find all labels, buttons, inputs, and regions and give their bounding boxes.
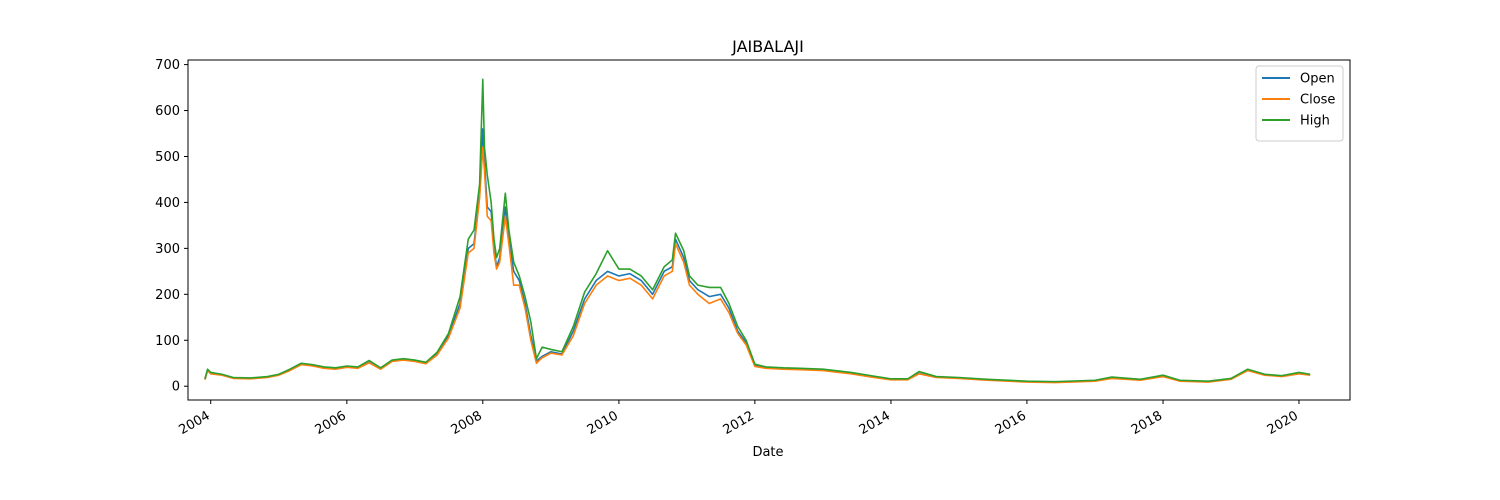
x-tick-label: 2018: [1129, 408, 1165, 438]
y-tick-label: 100: [155, 334, 180, 349]
axes-frame: [187, 59, 1351, 401]
legend-label-high: High: [1300, 114, 1330, 129]
x-tick-label: 2016: [993, 408, 1029, 438]
legend-box: [1255, 65, 1344, 142]
legend-label-close: Close: [1300, 93, 1335, 108]
series-line-high: [204, 78, 1311, 383]
x-tick-label: 2010: [585, 408, 621, 438]
x-tick-label: 2020: [1265, 408, 1301, 438]
legend: Open Close High: [1255, 65, 1344, 142]
legend-label-open: Open: [1300, 72, 1335, 87]
y-tick-label: 0: [172, 380, 180, 395]
series-line-open: [204, 128, 1311, 383]
y-tick-label: 300: [155, 242, 180, 257]
x-tick-label: 2012: [721, 408, 757, 438]
x-tick-label: 2014: [857, 408, 893, 438]
y-tick-label: 400: [155, 196, 180, 211]
x-axis: 2004 2006 2008 2010 2012 2014 2016 2018 2020: [177, 400, 1301, 438]
x-tick-label: 2006: [313, 408, 349, 438]
x-tick-label: 2008: [449, 408, 485, 438]
y-tick-label: 700: [155, 58, 180, 73]
series-line-close: [204, 146, 1311, 384]
y-tick-label: 500: [155, 150, 180, 165]
chart-title: JAIBALAJI: [731, 37, 804, 56]
y-tick-label: 200: [155, 288, 180, 303]
x-tick-label: 2004: [177, 408, 213, 438]
x-axis-label: Date: [752, 445, 783, 460]
y-axis: 0 100 200 300 400 500 600 700: [155, 58, 188, 395]
plot-area: [204, 78, 1311, 384]
y-tick-label: 600: [155, 104, 180, 119]
